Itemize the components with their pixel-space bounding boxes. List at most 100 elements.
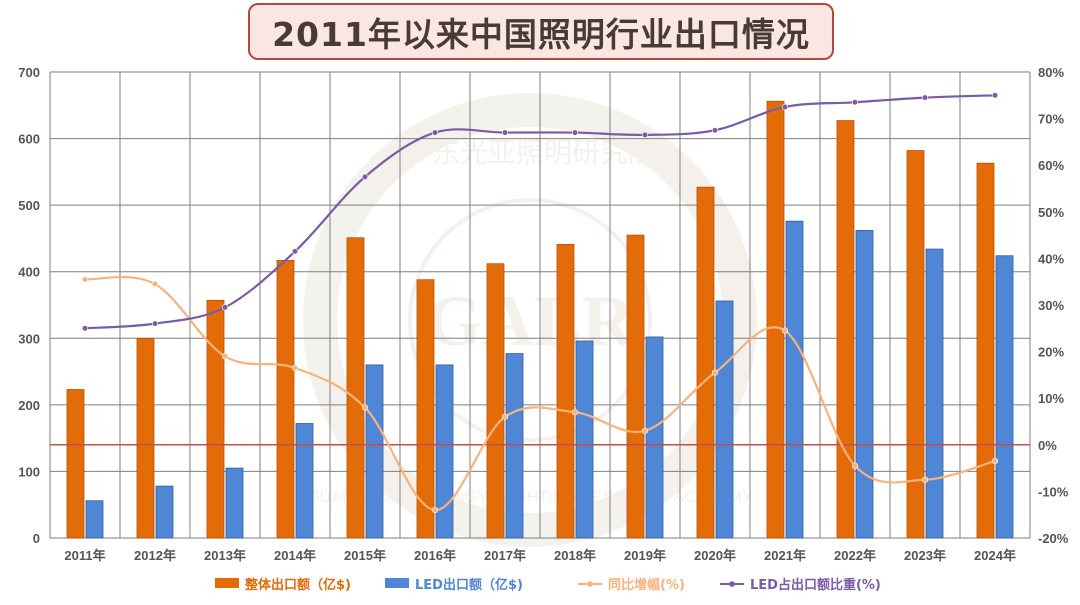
yoy-growth-point: [221, 353, 229, 360]
led-share-point: [431, 129, 439, 136]
legend: 整体出口额（亿$) LED出口额（亿$) 同比增幅(%) LED占出口额比重(%): [215, 577, 881, 593]
bar-total-export: [486, 263, 505, 539]
grid: [49, 71, 1031, 539]
chart-title: 2011年以来中国照明行业出口情况: [272, 14, 810, 54]
y-right-tick-label: 60%: [1038, 158, 1064, 173]
y-right-tick-label: 30%: [1038, 298, 1064, 313]
bar-led-export: [225, 467, 244, 539]
yoy-growth-point: [501, 413, 509, 420]
bar-led-export: [645, 336, 664, 539]
bar-total-export: [766, 100, 785, 539]
bar-led-export: [855, 230, 874, 539]
bars: [66, 100, 1014, 539]
bar-led-export: [785, 220, 804, 539]
bar-led-export: [85, 500, 104, 539]
legend-led-share-marker: [729, 581, 735, 587]
led-share-point: [81, 325, 89, 332]
bar-led-export: [155, 485, 174, 539]
y-right-tick-label: 20%: [1038, 345, 1064, 360]
y-right-tick-label: 0%: [1038, 438, 1057, 453]
yoy-growth-point: [151, 280, 159, 288]
yoy-growth-point: [991, 458, 999, 465]
x-tick-label: 2019年: [624, 548, 666, 563]
bar-total-export: [836, 120, 855, 539]
yoy-growth-line: [84, 275, 996, 512]
x-tick-label: 2018年: [554, 548, 596, 563]
legend-led-share-label: LED占出口额比重(%): [750, 577, 881, 593]
y-right-tick-label: -10%: [1038, 484, 1069, 499]
yoy-growth-point: [291, 364, 299, 372]
y-right-tick-label: 50%: [1038, 205, 1064, 220]
bar-total-export: [976, 162, 995, 539]
bar-led-export: [365, 364, 384, 539]
led-share-line: [84, 94, 996, 330]
bar-led-export: [435, 364, 454, 539]
bar-led-export: [295, 423, 314, 539]
legend-yoy-growth-marker: [587, 581, 593, 587]
y-right-tick-label: 10%: [1038, 391, 1064, 406]
y-left-tick-label: 600: [18, 132, 40, 147]
yoy-growth-point: [431, 506, 439, 514]
legend-total-export-label: 整体出口额（亿$): [244, 577, 351, 593]
x-tick-label: 2012年: [134, 548, 176, 563]
y-right-tick-label: 70%: [1038, 112, 1064, 127]
bar-total-export: [626, 234, 645, 539]
bar-led-export: [715, 300, 734, 539]
led-share-point: [781, 103, 789, 111]
led-share-point: [921, 94, 929, 101]
watermark-logo: GALR: [426, 281, 635, 361]
axes: 0 100 200 300 400 500 600 700 -20% -10% 0% 10% 20% 30…: [18, 65, 1068, 563]
led-share-point: [571, 129, 579, 136]
y-left-tick-label: 700: [18, 65, 40, 80]
yoy-growth-point: [571, 409, 579, 416]
bar-total-export: [556, 244, 575, 539]
bar-led-export: [505, 353, 524, 539]
chart-title-box: 2011年以来中国照明行业出口情况: [248, 3, 834, 60]
led-share-point: [291, 248, 299, 255]
yoy-growth-point: [921, 476, 929, 483]
bar-total-export: [66, 389, 85, 539]
lines: [50, 92, 1030, 514]
led-share-point: [501, 129, 509, 136]
watermark-cn-text: 广东光亚照明研究院: [404, 136, 656, 169]
legend-led-export-swatch: [385, 578, 409, 588]
x-tick-label: 2015年: [344, 548, 386, 563]
legend-led-export-label: LED出口额（亿$): [415, 577, 523, 593]
legend-yoy-growth-label: 同比增幅(%): [608, 577, 685, 593]
y-right-tick-label: 80%: [1038, 65, 1064, 80]
led-share-point: [641, 131, 649, 139]
led-share-point: [221, 304, 229, 311]
x-tick-label: 2023年: [904, 548, 946, 563]
x-tick-label: 2016年: [414, 548, 456, 563]
led-share-point: [711, 127, 719, 134]
bar-total-export: [206, 299, 225, 539]
yoy-growth-point: [361, 404, 369, 411]
led-share-point: [361, 173, 369, 180]
x-tick-label: 2020年: [694, 548, 736, 563]
y-left-tick-label: 400: [18, 265, 40, 280]
legend-total-export-swatch: [215, 578, 239, 588]
y-left-tick-label: 300: [18, 331, 40, 346]
bar-total-export: [696, 186, 715, 539]
y-right-tick-label: 40%: [1038, 251, 1064, 266]
yoy-growth-point: [711, 369, 719, 376]
x-tick-label: 2021年: [764, 548, 806, 563]
led-share-point: [151, 320, 159, 327]
x-tick-label: 2013年: [204, 548, 246, 563]
watermark-inner-ring: [408, 198, 652, 442]
led-share-point: [991, 92, 999, 99]
x-tick-label: 2022年: [834, 548, 876, 563]
y-left-tick-label: 200: [18, 398, 40, 413]
bar-led-export: [925, 248, 944, 539]
y-left-tick-label: 500: [18, 198, 40, 213]
watermark-ring: [303, 93, 757, 547]
y-left-tick-label: 0: [33, 531, 40, 546]
x-tick-label: 2014年: [274, 548, 316, 563]
bar-led-export: [575, 340, 594, 539]
bar-total-export: [346, 237, 365, 539]
bar-total-export: [416, 279, 435, 539]
y-left-tick-label: 100: [18, 464, 40, 479]
y-right-tick-label: -20%: [1038, 531, 1069, 546]
bar-total-export: [276, 259, 295, 539]
